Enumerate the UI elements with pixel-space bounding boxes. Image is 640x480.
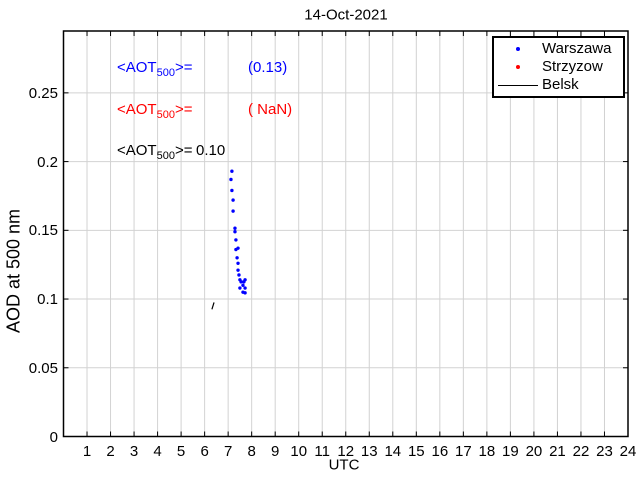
dot-marker xyxy=(516,47,520,51)
x-tick-label: 3 xyxy=(129,443,139,460)
data-point-warszawa xyxy=(236,268,240,272)
legend-marker-cell xyxy=(494,47,542,51)
x-tick-label: 12 xyxy=(337,443,355,460)
data-point-warszawa xyxy=(230,169,234,173)
x-tick-label: 6 xyxy=(200,443,209,460)
x-tick-label: 8 xyxy=(247,443,256,460)
legend-label: Strzyzow xyxy=(542,58,603,75)
data-point-warszawa xyxy=(238,286,242,290)
y-tick-label: 0.2 xyxy=(37,153,58,171)
x-tick-label: 19 xyxy=(502,443,519,460)
x-tick-label: 20 xyxy=(525,443,543,460)
data-point-warszawa xyxy=(235,256,239,260)
x-tick-label: 16 xyxy=(431,443,449,460)
data-point-warszawa xyxy=(239,280,243,284)
data-point-warszawa xyxy=(237,273,241,277)
x-axis-label: UTC xyxy=(328,456,360,474)
x-tick-label: 2 xyxy=(106,443,115,460)
annotation-label: <AOT500>= xyxy=(117,101,193,121)
annotation-label: <AOT500>= xyxy=(117,142,193,162)
data-point-warszawa xyxy=(243,278,247,282)
x-tick-label: 1 xyxy=(82,443,92,460)
line-marker xyxy=(498,84,538,86)
annotation-strzyzow-mean: <AOT500>= ( NaN) xyxy=(117,101,337,124)
x-tick-label: 17 xyxy=(455,443,472,460)
data-point-warszawa xyxy=(236,261,240,266)
x-tick-label: 5 xyxy=(176,443,186,460)
data-point-warszawa xyxy=(243,286,247,290)
dot-marker xyxy=(516,65,520,69)
x-tick-label: 14 xyxy=(384,443,402,460)
legend-marker-cell xyxy=(494,65,542,69)
x-tick-label: 18 xyxy=(478,443,496,460)
plot-border xyxy=(62,30,629,438)
data-point-warszawa xyxy=(243,291,247,295)
series-line-belsk xyxy=(211,302,215,310)
legend-label: Warszawa xyxy=(542,40,612,57)
data-point-warszawa xyxy=(233,229,237,234)
data-point-warszawa xyxy=(231,198,235,202)
annotation-label: <AOT500>= xyxy=(117,59,193,79)
annotation-value: ( NaN) xyxy=(248,101,293,118)
y-tick-label: 0 xyxy=(49,428,58,446)
legend-marker-cell xyxy=(494,84,542,86)
x-tick-label: 15 xyxy=(407,443,425,460)
y-tick-label: 0.05 xyxy=(28,359,58,377)
data-point-warszawa xyxy=(229,177,233,182)
annotation-warszawa-mean: <AOT500>= (0.13) xyxy=(117,59,337,82)
legend-label: Belsk xyxy=(542,76,579,93)
annotation-belsk-mean: <AOT500>= 0.10 xyxy=(117,142,337,165)
legend-item-warszawa: Warszawa xyxy=(494,40,623,58)
legend-item-belsk: Belsk xyxy=(494,76,623,94)
annotation-value: (0.13) xyxy=(248,59,288,76)
data-point-warszawa xyxy=(231,209,235,213)
data-point-warszawa xyxy=(241,283,245,287)
x-tick-label: 11 xyxy=(314,443,331,460)
x-tick-label: 21 xyxy=(549,443,566,460)
x-tick-label: 22 xyxy=(572,443,590,460)
x-tick-label: 13 xyxy=(360,443,378,460)
data-point-warszawa xyxy=(234,238,238,242)
x-tick-label: 10 xyxy=(290,443,308,460)
y-tick-label: 0.15 xyxy=(28,222,58,240)
y-tick-label: 0.1 xyxy=(37,291,58,309)
x-tick-label: 7 xyxy=(223,443,233,460)
chart-title: 14-Oct-2021 xyxy=(304,6,388,24)
legend: Warszawa Strzyzow Belsk xyxy=(492,36,625,98)
data-point-warszawa xyxy=(236,246,240,250)
annotation-value: 0.10 xyxy=(196,142,226,159)
x-tick-label: 4 xyxy=(153,443,162,460)
y-tick-label: 0.25 xyxy=(28,84,58,102)
legend-item-strzyzow: Strzyzow xyxy=(494,58,623,76)
x-tick-label: 23 xyxy=(596,443,613,460)
x-tick-label: 24 xyxy=(619,443,637,460)
x-tick-label: 9 xyxy=(271,443,280,460)
data-point-warszawa xyxy=(233,226,237,230)
data-point-warszawa xyxy=(230,188,234,193)
